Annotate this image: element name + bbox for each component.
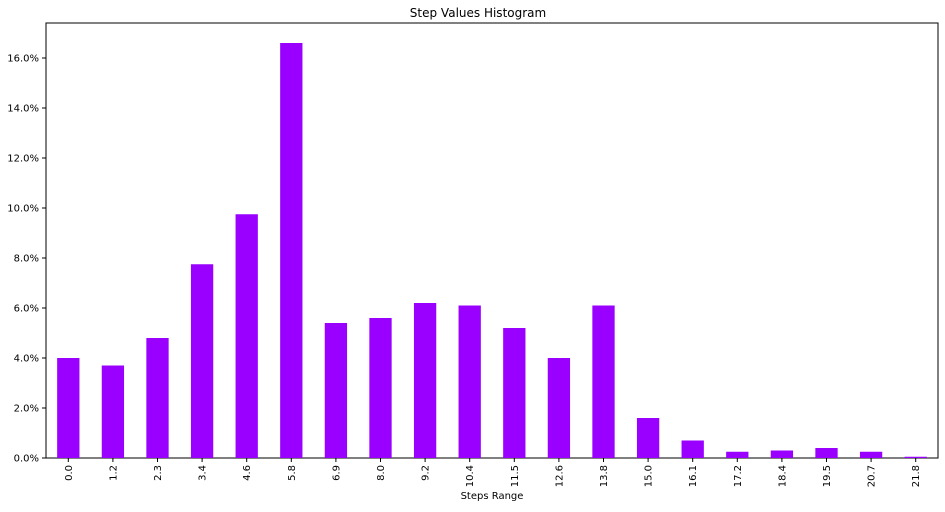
bar-12.6 [547, 358, 571, 458]
x-axis: 0.0 1.2 2.3 3.4 4.6 5.8 6.9 8.0 9.2 10.4 11.5 12.6 1… [64, 458, 922, 487]
bar-5.8 [280, 43, 303, 458]
bar-17.2 [726, 451, 749, 458]
bar-1.2 [101, 365, 125, 458]
x-tick-label: 1.2 [108, 465, 119, 481]
x-tick-label: 15.0 [644, 465, 655, 487]
y-tick-label: 12.0% [7, 154, 39, 165]
bar-16.1 [681, 440, 704, 458]
bar-6.9 [324, 323, 348, 458]
bar-21.8 [904, 456, 927, 458]
bar-20.7 [859, 451, 883, 458]
x-tick-label: 2.3 [153, 465, 164, 481]
x-tick-label: 3.4 [198, 465, 209, 481]
x-tick-label: 5.8 [287, 465, 298, 481]
x-tick-label: 9.2 [421, 465, 432, 481]
x-tick-label: 8.0 [376, 465, 387, 481]
bar-8.0 [369, 318, 392, 458]
x-tick-label: 11.5 [510, 465, 521, 487]
bar-10.4 [458, 305, 481, 458]
bars-group [57, 43, 927, 458]
bar-18.4 [770, 450, 794, 458]
x-tick-label: 20.7 [867, 465, 878, 487]
bar-13.8 [592, 305, 615, 458]
x-tick-label: 16.1 [688, 465, 699, 487]
y-tick-label: 4.0% [14, 354, 39, 365]
x-tick-label: 6.9 [331, 465, 342, 481]
x-tick-label: 21.8 [911, 465, 922, 487]
bar-15.0 [636, 418, 660, 458]
y-tick-label: 6.0% [14, 304, 39, 315]
bar-9.2 [413, 303, 437, 458]
x-tick-label: 12.6 [554, 465, 565, 487]
x-tick-label: 19.5 [822, 465, 833, 487]
bar-3.4 [190, 264, 214, 458]
x-tick-label: 17.2 [733, 465, 744, 487]
x-tick-label: 4.6 [242, 465, 253, 481]
bar-4.6 [235, 214, 258, 458]
y-tick-label: 8.0% [14, 254, 39, 265]
x-tick-label: 0.0 [64, 465, 75, 481]
y-tick-label: 2.0% [14, 404, 39, 415]
plot-frame [45, 22, 939, 459]
bar-2.3 [146, 338, 169, 458]
bar-19.5 [815, 448, 838, 458]
bar-11.5 [503, 328, 526, 458]
bar-0.0 [57, 358, 80, 458]
x-tick-label: 13.8 [599, 465, 610, 487]
y-tick-label: 16.0% [7, 54, 39, 65]
y-axis: 0.0% 2.0% 4.0% 6.0% 8.0% 10.0% 12.0% 14.0% 16.0% [7, 54, 46, 465]
chart-title: Step Values Histogram [410, 6, 546, 20]
x-tick-label: 18.4 [777, 465, 788, 487]
x-tick-label: 10.4 [465, 465, 476, 487]
y-tick-label: 14.0% [7, 104, 39, 115]
y-tick-label: 10.0% [7, 204, 39, 215]
x-axis-label: Steps Range [461, 491, 524, 502]
y-tick-label: 0.0% [14, 454, 39, 465]
plot-area [45, 22, 939, 459]
